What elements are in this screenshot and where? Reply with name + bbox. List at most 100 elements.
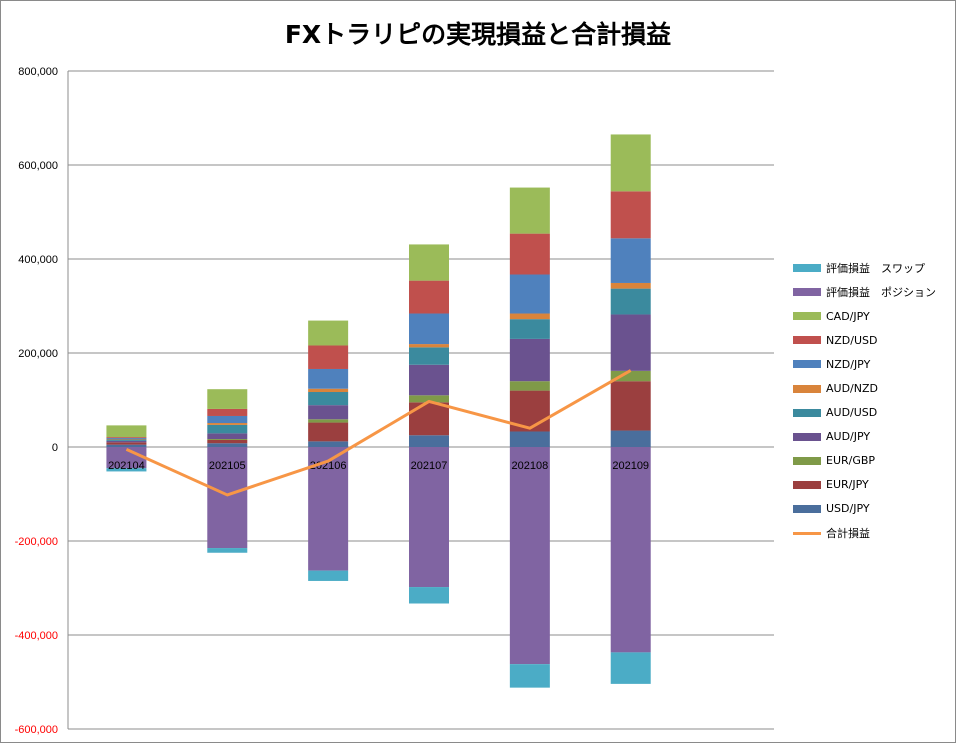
x-tick-label: 202109 xyxy=(612,460,649,472)
bar-segment xyxy=(106,425,147,438)
bar-segment xyxy=(207,439,248,440)
bar-segment xyxy=(207,447,248,549)
legend-swatch xyxy=(793,408,821,417)
legend-swatch xyxy=(793,456,821,465)
legend-swatch xyxy=(793,384,821,393)
legend-item: USD/JPY xyxy=(793,497,953,521)
bar-segment xyxy=(308,368,349,389)
bar-segment xyxy=(308,320,349,346)
bar-segment xyxy=(106,437,147,439)
bar-segment xyxy=(207,423,248,425)
bar-segment xyxy=(610,652,651,684)
bar-segment xyxy=(509,233,550,275)
bar-segment xyxy=(509,338,550,382)
legend-item: EUR/JPY xyxy=(793,473,953,497)
legend-item: AUD/JPY xyxy=(793,425,953,449)
x-tick-label: 202108 xyxy=(511,460,548,472)
bar-segment xyxy=(509,447,550,665)
y-tick-label: 800,000 xyxy=(18,66,58,78)
y-tick-label: -200,000 xyxy=(15,536,58,548)
legend-item: AUD/USD xyxy=(793,401,953,425)
bar-segment xyxy=(308,441,349,447)
bar-segment xyxy=(409,364,449,396)
bar-segment xyxy=(106,439,147,441)
bar-segment xyxy=(610,381,651,431)
bar-segment xyxy=(509,274,550,314)
legend-label: 評価損益 ポジション xyxy=(826,286,936,300)
bar-segment xyxy=(409,447,449,588)
legend-item: CAD/JPY xyxy=(793,304,953,328)
legend-item: NZD/JPY xyxy=(793,352,953,376)
bar-segment xyxy=(106,442,147,445)
x-tick-label: 202104 xyxy=(108,460,145,472)
legend-label: AUD/JPY xyxy=(826,430,871,444)
bar-segment xyxy=(308,419,349,423)
bar-segment xyxy=(409,313,449,345)
bar-segment xyxy=(409,395,449,403)
bar-segment xyxy=(106,444,147,447)
legend-swatch xyxy=(793,360,821,369)
y-tick-label: -400,000 xyxy=(15,630,58,642)
bar-segment xyxy=(207,424,248,434)
legend-swatch xyxy=(793,504,821,513)
bar-segment xyxy=(308,447,349,571)
bar-segment xyxy=(207,548,248,553)
bar-segment xyxy=(509,381,550,391)
bar-segment xyxy=(308,392,349,406)
bar-segment xyxy=(509,664,550,688)
legend-swatch xyxy=(793,264,821,273)
legend-label: 合計損益 xyxy=(826,527,870,541)
legend-item: 評価損益 スワップ xyxy=(793,256,953,280)
bar-segment xyxy=(106,440,147,443)
bar-segment xyxy=(610,447,651,653)
legend-swatch xyxy=(793,432,821,441)
bar-segment xyxy=(610,430,651,447)
bar-segment xyxy=(207,433,248,440)
bar-segment xyxy=(610,134,651,192)
legend-item: AUD/NZD xyxy=(793,376,953,400)
total-line xyxy=(125,369,632,497)
bar-segment xyxy=(106,468,147,472)
bar-segment xyxy=(106,438,147,440)
bar-segment xyxy=(509,319,550,339)
legend-label: NZD/JPY xyxy=(826,357,871,371)
legend-label: USD/JPY xyxy=(826,502,870,516)
legend-item: NZD/USD xyxy=(793,328,953,352)
legend-label: CAD/JPY xyxy=(826,309,870,323)
bar-segment xyxy=(610,288,651,315)
bar-segment xyxy=(308,422,349,442)
x-tick-label: 202107 xyxy=(411,460,448,472)
y-tick-label: 400,000 xyxy=(18,254,58,266)
y-tick-label: 0 xyxy=(52,442,58,454)
legend-item: 評価損益 ポジション xyxy=(793,280,953,304)
y-tick-label: -600,000 xyxy=(15,724,58,736)
bar-segment xyxy=(409,280,449,314)
bar-segment xyxy=(409,402,449,436)
y-tick-label: 200,000 xyxy=(18,348,58,360)
bar-segment xyxy=(308,345,349,369)
bar-segment xyxy=(509,313,550,320)
bar-segment xyxy=(409,344,449,348)
bar-segment xyxy=(610,370,651,382)
legend-swatch xyxy=(793,312,821,321)
legend-line-marker xyxy=(793,531,821,535)
bar-segment xyxy=(509,187,550,234)
bar-segment xyxy=(207,415,248,424)
legend-label: EUR/GBP xyxy=(826,454,876,468)
legend-label: AUD/NZD xyxy=(826,382,878,396)
bar-segment xyxy=(409,244,449,281)
bar-segment xyxy=(610,282,651,289)
bar-segment xyxy=(308,405,349,420)
legend-item: EUR/GBP xyxy=(793,449,953,473)
bar-segment xyxy=(308,388,349,393)
bar-segment xyxy=(610,238,651,283)
bar-segment xyxy=(207,389,248,409)
chart-title: FXトラリピの実現損益と合計損益 xyxy=(284,20,672,49)
legend-swatch xyxy=(793,336,821,345)
legend-label: NZD/USD xyxy=(826,333,878,347)
legend-label: AUD/USD xyxy=(826,406,878,420)
legend-swatch xyxy=(793,288,821,297)
legend-item: 合計損益 xyxy=(793,521,953,545)
